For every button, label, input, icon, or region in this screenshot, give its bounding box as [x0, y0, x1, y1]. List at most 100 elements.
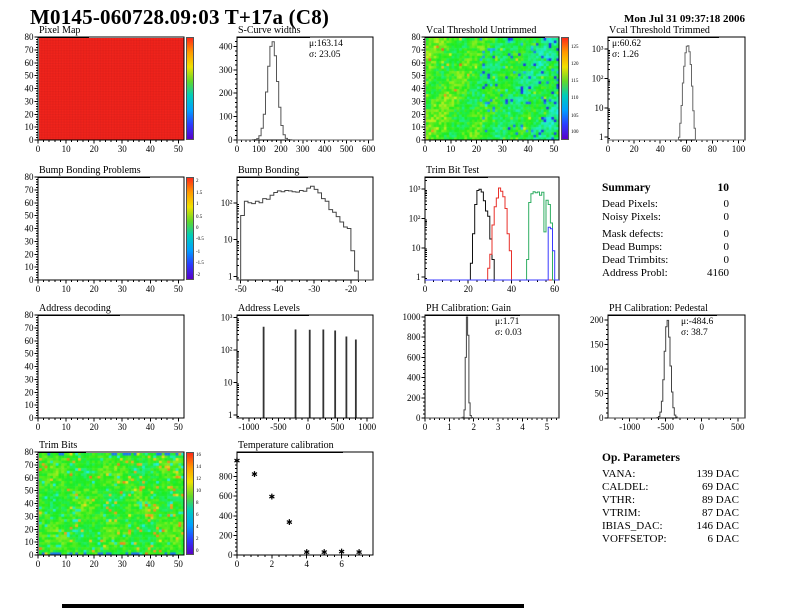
- svg-text:0: 0: [416, 413, 421, 423]
- svg-text:1000: 1000: [403, 312, 422, 322]
- bump-bonding-problems-colorbar-label: 1.5: [196, 191, 203, 196]
- svg-text:0: 0: [235, 144, 240, 154]
- svg-text:10²: 10²: [221, 198, 233, 208]
- summary-value: 0: [723, 211, 730, 223]
- bump-bonding-problems-colorbar: [186, 177, 194, 280]
- summary-heading-value: 10: [717, 182, 730, 194]
- svg-text:0: 0: [423, 284, 428, 294]
- summary-row: Address Probl: 4160: [602, 267, 729, 280]
- svg-text:40: 40: [25, 362, 35, 372]
- svg-text:0: 0: [29, 550, 34, 560]
- svg-text:20: 20: [464, 284, 474, 294]
- summary-label: Noisy Pixels:: [602, 211, 661, 223]
- vcal-threshold-untrimmed-plot: 0 10 20 30 40 50 0 10 20 30 40 50 60 70 80: [412, 32, 560, 154]
- svg-text:✱: ✱: [251, 470, 258, 479]
- svg-text:✱: ✱: [303, 548, 310, 557]
- trim-bits-plot: 0 10 20 30 40 50 0 10 20 30 40 50 60 70 80: [25, 447, 185, 569]
- vcal-threshold-untrimmed-colorbar-label: 120: [571, 62, 579, 68]
- svg-text:20: 20: [412, 109, 422, 119]
- svg-text:1: 1: [228, 410, 233, 420]
- svg-text:0: 0: [416, 135, 421, 145]
- svg-text:50: 50: [174, 422, 184, 432]
- svg-text:40: 40: [412, 84, 422, 94]
- svg-text:60: 60: [25, 198, 35, 208]
- svg-text:40: 40: [25, 499, 35, 509]
- svg-text:10: 10: [412, 122, 422, 132]
- svg-text:-20: -20: [345, 284, 357, 294]
- svg-text:10: 10: [412, 243, 422, 253]
- svg-text:200: 200: [219, 530, 233, 540]
- svg-text:10: 10: [25, 262, 35, 272]
- svg-text:50: 50: [549, 144, 559, 154]
- trim-bits-colorbar-label: 16: [196, 452, 201, 458]
- svg-text:0: 0: [228, 550, 233, 560]
- svg-text:70: 70: [25, 460, 35, 470]
- svg-text:300: 300: [296, 144, 310, 154]
- svg-text:20: 20: [472, 144, 482, 154]
- svg-text:600: 600: [219, 491, 233, 501]
- bump-bonding-panel: Bump Bonding -50 -40 -30 -20 1 10 10²: [215, 161, 407, 294]
- svg-text:200: 200: [274, 144, 288, 154]
- svg-text:400: 400: [318, 144, 332, 154]
- svg-text:-30: -30: [308, 284, 320, 294]
- summary-label: Address Probl:: [602, 267, 668, 279]
- op-parameter-label: VTHR:: [602, 494, 635, 506]
- trim-bits-colorbar-label: 6: [196, 513, 199, 519]
- svg-text:1000: 1000: [358, 422, 377, 432]
- svg-text:-500: -500: [270, 422, 287, 432]
- svg-text:0: 0: [606, 144, 611, 154]
- svg-text:10³: 10³: [409, 184, 421, 194]
- svg-text:40: 40: [507, 284, 517, 294]
- op-parameters-rows: VANA: 139 DAC CALDEL: 69 DAC VTHR: 89 DAC VTRI…: [602, 468, 739, 546]
- svg-text:40: 40: [656, 144, 666, 154]
- trim-bits-colorbar: [186, 452, 194, 555]
- trim-bits-colorbar-label: 0: [196, 549, 199, 555]
- op-parameter-value: 69 DAC: [702, 481, 739, 493]
- svg-text:5: 5: [545, 422, 550, 432]
- svg-text:0: 0: [699, 422, 704, 432]
- summary-row: Dead Trimbits: 0: [602, 254, 729, 267]
- svg-text:20: 20: [90, 422, 100, 432]
- svg-text:10³: 10³: [221, 313, 233, 323]
- svg-text:0: 0: [29, 413, 34, 423]
- svg-text:0: 0: [423, 422, 428, 432]
- address-levels-panel: Address Levels -1000 -500 0 500 1000 1 10 10² 10³: [211, 299, 407, 432]
- trim-bit-test-plot: 0 20 40 60 1 10 10² 10³: [409, 176, 560, 294]
- pixel-map-panel: Pixel Map 0 10 20 30 40 50 0 10 20 30 40 50 60 70 80: [18, 21, 218, 154]
- address-decoding-panel: Address decoding 0 10 20 30 40 50 0 10 20 30 40 50 60…: [18, 299, 218, 432]
- svg-text:3: 3: [496, 422, 501, 432]
- summary-rows: Dead Pixels: 0 Noisy Pixels: 0 Mask defects:…: [602, 198, 729, 280]
- trim-bits-panel: Trim Bits 0 10 20 30 40 50 0 10 20 30 40 50 60 70 80 16 1…: [18, 436, 218, 569]
- svg-text:20: 20: [25, 387, 35, 397]
- trim-bits-colorbar-label: 4: [196, 525, 199, 531]
- svg-text:50: 50: [412, 71, 422, 81]
- svg-text:0: 0: [36, 284, 41, 294]
- ph-calibration-pedestal-plot: -1000 -500 0 500 0 50 100 150 200: [590, 314, 746, 432]
- temperature-calibration-panel: Temperature calibration 0 2 4 6 0 200 400 600 800…: [211, 436, 407, 569]
- op-parameter-value: 87 DAC: [702, 507, 739, 519]
- timestamp: Mon Jul 31 09:37:18 2006: [624, 13, 745, 25]
- svg-text:30: 30: [25, 374, 35, 384]
- svg-text:500: 500: [340, 144, 354, 154]
- op-parameter-row: CALDEL: 69 DAC: [602, 481, 739, 494]
- svg-text:10: 10: [25, 122, 35, 132]
- svg-text:30: 30: [118, 559, 128, 569]
- svg-text:60: 60: [682, 144, 692, 154]
- svg-text:0: 0: [306, 422, 311, 432]
- vcal-threshold-trimmed-panel: Vcal Threshold Trimmed 0 20 40 60 80 100 1 10 10²…: [582, 21, 779, 154]
- svg-text:20: 20: [25, 524, 35, 534]
- svg-text:40: 40: [146, 144, 156, 154]
- svg-text:800: 800: [407, 332, 421, 342]
- svg-text:70: 70: [25, 45, 35, 55]
- svg-text:4: 4: [304, 559, 309, 569]
- summary-value: 0: [723, 228, 730, 240]
- svg-text:40: 40: [524, 144, 534, 154]
- svg-text:50: 50: [25, 486, 35, 496]
- svg-text:2: 2: [471, 422, 476, 432]
- summary-label: Mask defects:: [602, 228, 664, 240]
- svg-text:✱: ✱: [321, 548, 328, 557]
- svg-text:30: 30: [118, 284, 128, 294]
- svg-text:0: 0: [423, 144, 428, 154]
- svg-text:0: 0: [36, 422, 41, 432]
